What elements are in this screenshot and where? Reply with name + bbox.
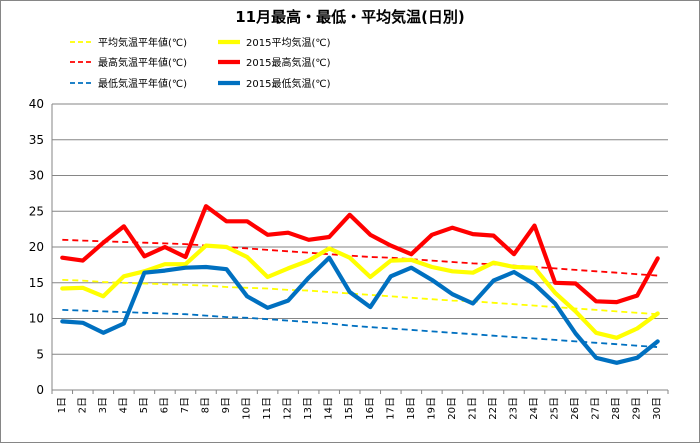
y-axis: 0 5 10 15 20 25 30 35 40 — [29, 97, 44, 397]
x-tick-label: 7日 — [180, 397, 191, 413]
x-tick-label: 18日 — [406, 397, 417, 420]
x-tick-label: 3日 — [98, 397, 109, 413]
x-tick-label: 13日 — [303, 397, 314, 420]
x-tick-label: 1日 — [57, 397, 68, 413]
series-layer — [60, 204, 660, 365]
x-tick-label: 5日 — [139, 397, 150, 413]
y-tick-label: 40 — [29, 97, 44, 111]
y-tick-label: 5 — [36, 347, 44, 361]
legend-label: 2015最高気温(℃) — [246, 56, 331, 69]
x-tick-label: 22日 — [488, 397, 499, 420]
x-tick-label: 25日 — [550, 397, 561, 420]
legend-label: 最高気温平年値(℃) — [98, 56, 187, 69]
x-tick-label: 21日 — [467, 397, 478, 420]
chart-title: 11月最高・最低・平均気温(日別) — [235, 8, 465, 26]
legend-label: 最低気温平年値(℃) — [98, 77, 187, 90]
x-tick-label: 27日 — [591, 397, 602, 420]
x-tick-label: 11日 — [262, 397, 273, 420]
series-line-3 — [60, 204, 660, 305]
x-tick-label: 14日 — [324, 397, 335, 420]
series-line-1 — [60, 243, 660, 340]
x-tick-label: 12日 — [283, 397, 294, 420]
y-tick-label: 35 — [29, 133, 44, 147]
x-tick-label: 19日 — [426, 397, 437, 420]
x-tick-label: 16日 — [365, 397, 376, 420]
y-tick-label: 25 — [29, 204, 44, 218]
x-tick-label: 26日 — [570, 397, 581, 420]
legend: 平均気温平年値(℃) 2015平均気温(℃) 最高気温平年値(℃) 2015最高気温(… — [70, 36, 331, 90]
x-tick-label: 4日 — [118, 397, 129, 413]
series-line-4 — [62, 309, 658, 348]
x-tick-label: 9日 — [221, 397, 232, 413]
legend-label: 平均気温平年値(℃) — [98, 36, 187, 49]
x-tick-label: 28日 — [611, 397, 622, 420]
y-tick-label: 30 — [29, 169, 44, 183]
x-tick-label: 8日 — [201, 397, 212, 413]
x-tick-label: 24日 — [529, 397, 540, 420]
y-tick-label: 10 — [29, 312, 44, 326]
legend-label: 2015平均気温(℃) — [246, 36, 331, 49]
y-tick-label: 0 — [36, 383, 44, 397]
y-tick-label: 15 — [29, 276, 44, 290]
x-tick-label: 20日 — [447, 397, 458, 420]
y-tick-label: 20 — [29, 240, 44, 254]
x-tick-label: 6日 — [159, 397, 170, 413]
x-tick-label: 17日 — [385, 397, 396, 420]
x-tick-label: 23日 — [509, 397, 520, 420]
x-axis: 1日 2日 3日 4日 5日 6日 7日 8日 9日 10日 11日 12日 13日 14日 15日 16日 1… — [51, 390, 669, 420]
x-tick-label: 15日 — [344, 397, 355, 420]
series-line-5 — [60, 255, 660, 365]
x-tick-label: 30日 — [652, 397, 663, 420]
x-tick-label: 29日 — [632, 397, 643, 420]
legend-label: 2015最低気温(℃) — [246, 77, 331, 90]
grid — [51, 103, 668, 391]
x-tick-label: 2日 — [77, 397, 88, 413]
x-tick-label: 10日 — [242, 397, 253, 420]
